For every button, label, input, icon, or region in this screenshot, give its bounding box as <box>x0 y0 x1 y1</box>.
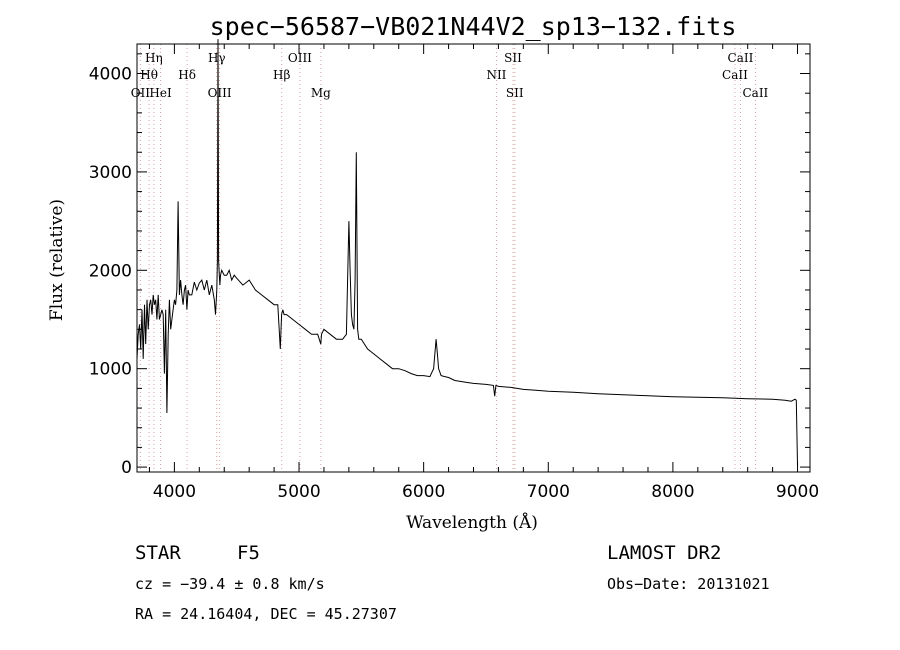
plot-frame <box>136 43 811 473</box>
coordinates: RA = 24.16404, DEC = 45.27307 <box>135 605 397 623</box>
survey-name: LAMOST DR2 <box>607 542 721 564</box>
line-label: Hη <box>145 51 163 65</box>
line-label: CaII <box>742 86 768 100</box>
object-subclass: F5 <box>237 542 260 564</box>
x-tick-label: 8000 <box>651 482 694 502</box>
x-tick-label: 6000 <box>402 482 445 502</box>
line-label: SII <box>504 51 522 65</box>
x-tick-label: 4000 <box>153 482 196 502</box>
tick-labels: 4000 5000 6000 7000 8000 9000 0 1000 2000 3000 400… <box>89 65 819 502</box>
axis-ticks <box>137 44 810 472</box>
line-label: CaII <box>728 51 754 65</box>
y-tick-label: 3000 <box>89 163 132 183</box>
line-label: Hδ <box>178 68 196 82</box>
line-label: Hθ <box>140 68 158 82</box>
line-markers <box>139 44 756 472</box>
line-label: Hγ <box>208 51 226 65</box>
obs-date: Obs−Date: 20131021 <box>607 575 770 593</box>
y-tick-label: 2000 <box>89 261 132 281</box>
x-tick-label: 9000 <box>776 482 819 502</box>
chart-title: spec−56587−VB021N44V2_sp13−132.fits <box>210 12 737 41</box>
y-tick-label: 0 <box>121 458 132 478</box>
line-label: Mg <box>311 86 331 100</box>
redshift-cz: cz = −39.4 ± 0.8 km/s <box>135 575 325 593</box>
line-label: SII <box>506 86 524 100</box>
line-label: Hβ <box>273 68 290 82</box>
x-axis-label: Wavelength (Å) <box>406 512 538 533</box>
x-tick-label: 7000 <box>527 482 570 502</box>
line-label: NII <box>486 68 506 82</box>
y-tick-label: 4000 <box>89 65 132 85</box>
line-label: OIII <box>288 51 312 65</box>
y-tick-label: 1000 <box>89 360 132 380</box>
line-label: OIII <box>208 86 232 100</box>
object-class: STAR <box>135 542 181 564</box>
spectrum-line <box>136 39 798 466</box>
line-label: HeI <box>149 86 172 100</box>
line-label: CaII <box>722 68 748 82</box>
y-axis-label: Flux (relative) <box>47 199 67 321</box>
x-tick-label: 5000 <box>277 482 320 502</box>
line-label: OII <box>131 86 151 100</box>
